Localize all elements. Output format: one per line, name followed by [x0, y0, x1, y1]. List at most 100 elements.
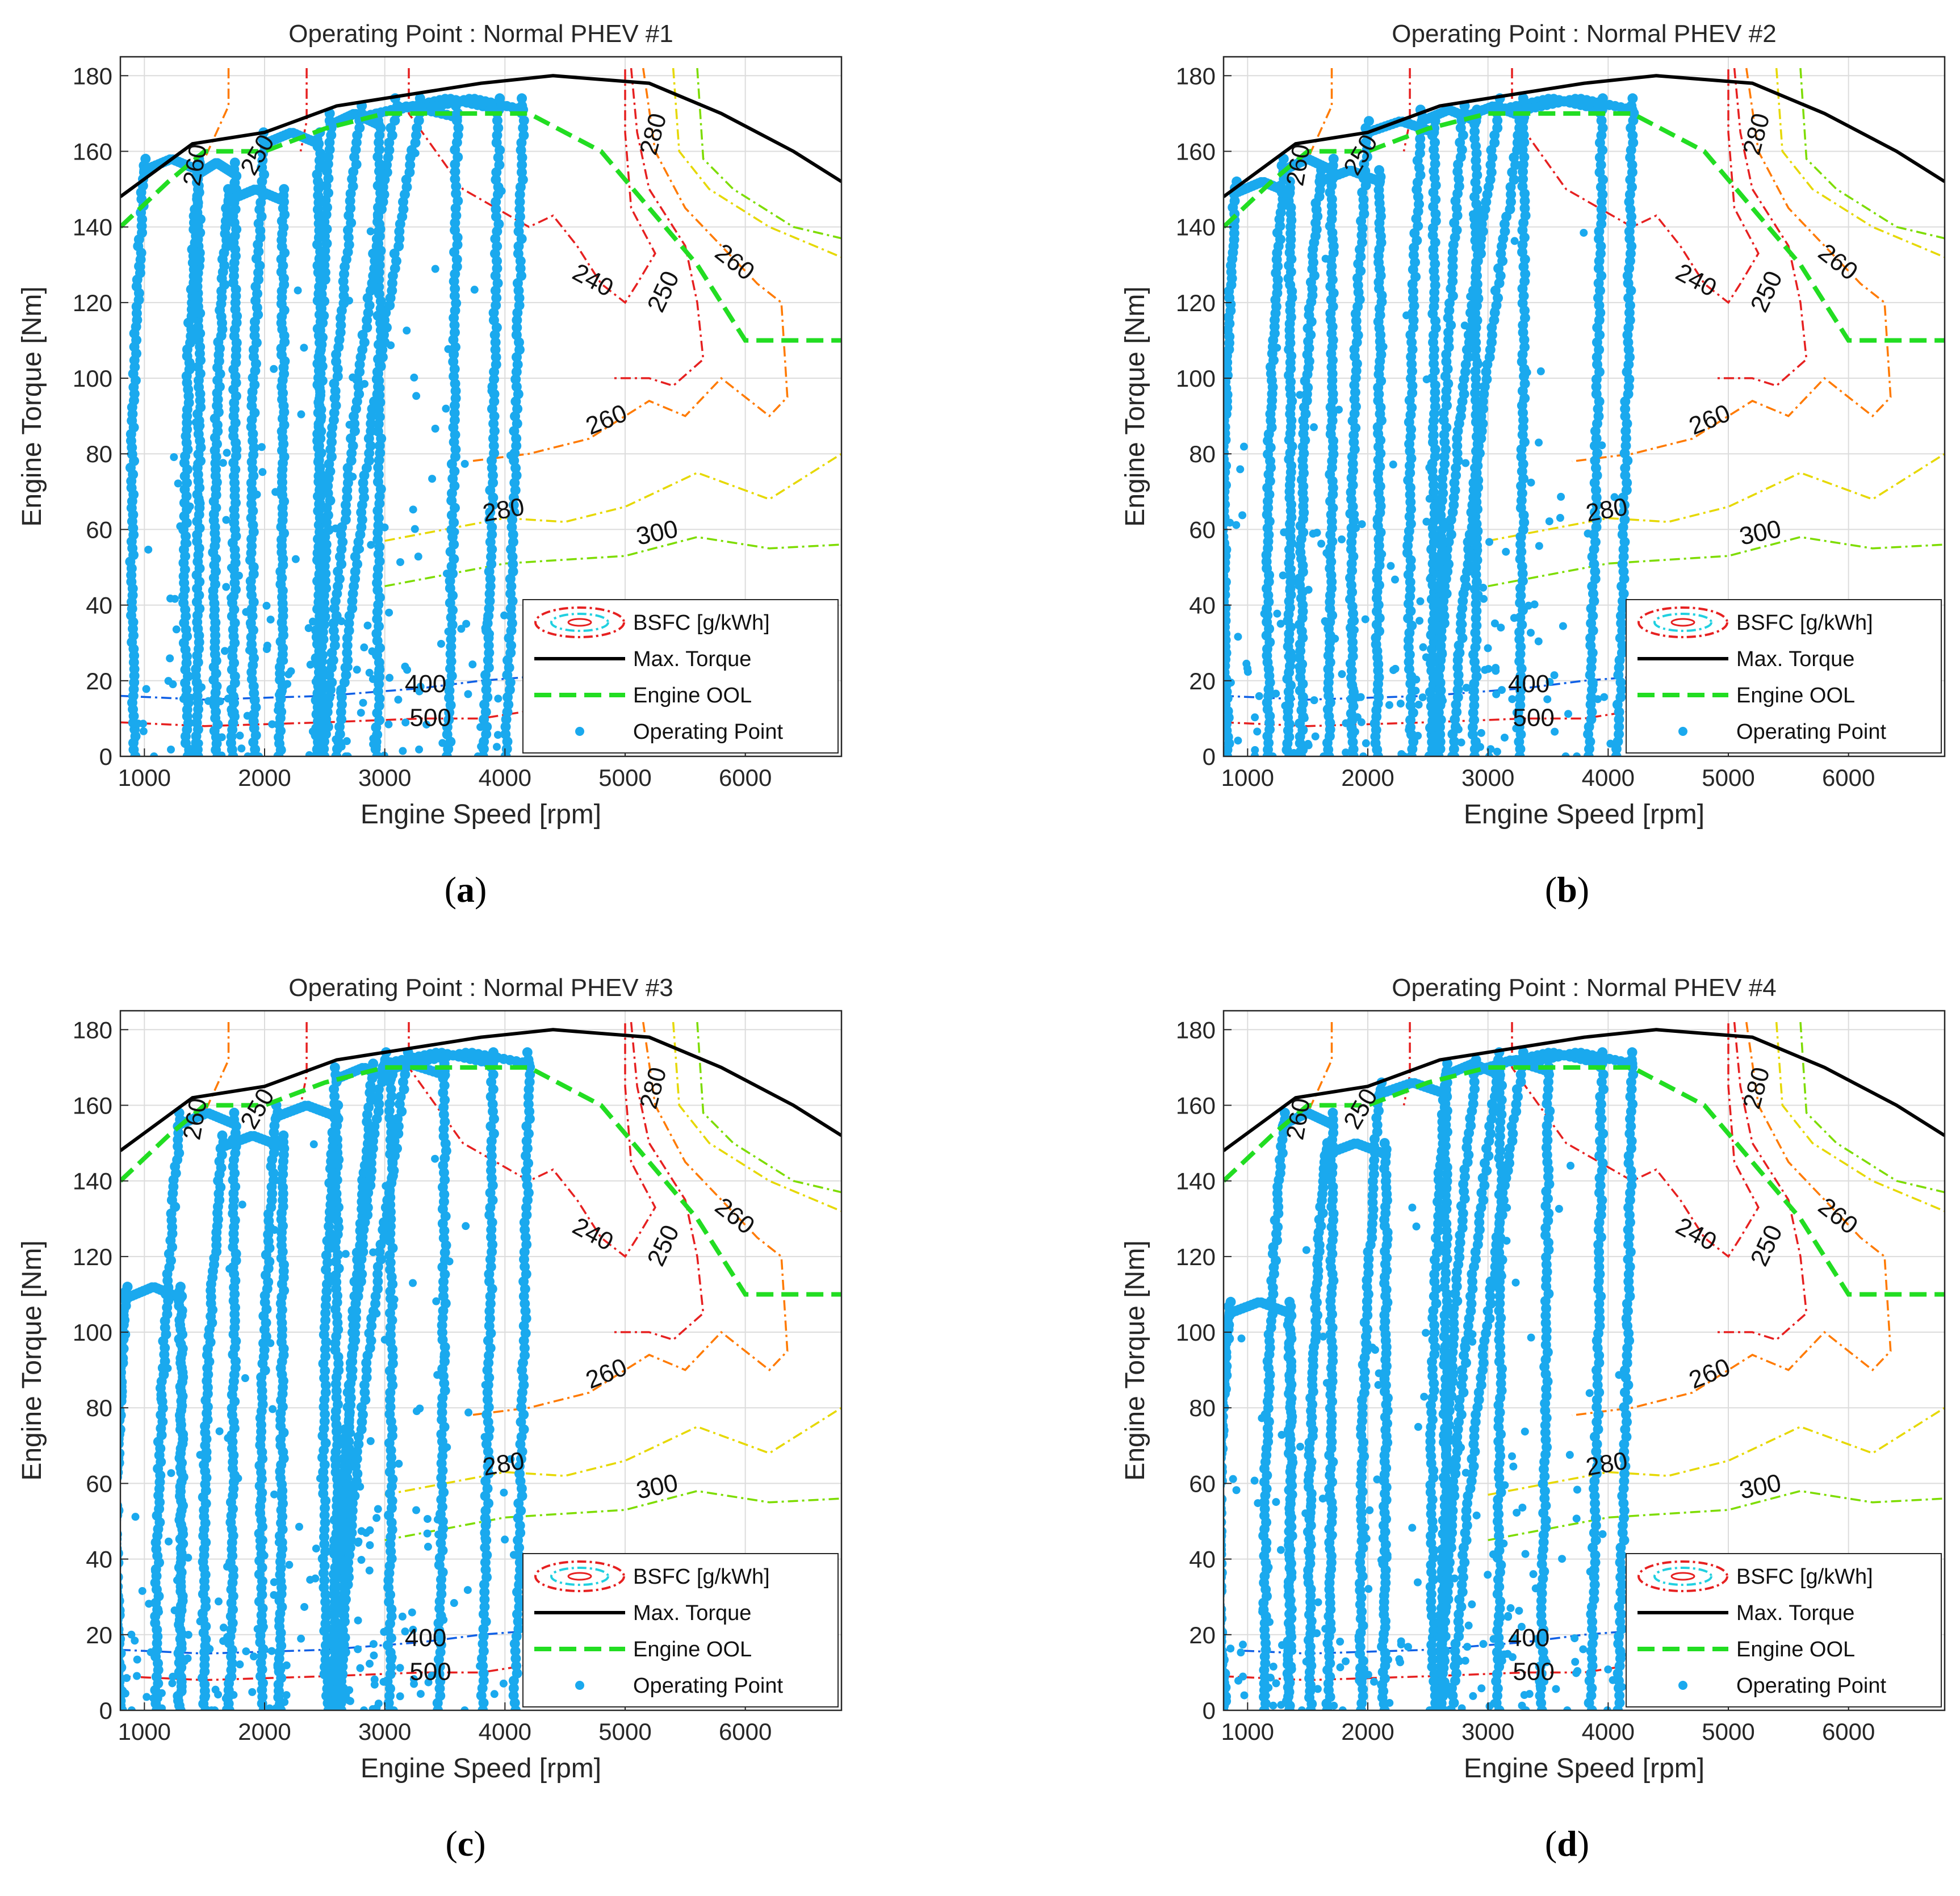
- operating-point: [442, 405, 450, 413]
- operating-point: [1502, 548, 1510, 556]
- operating-point: [300, 344, 308, 351]
- operating-point: [110, 1496, 120, 1506]
- operating-point: [1238, 511, 1246, 519]
- operating-point: [1480, 595, 1488, 603]
- operating-point: [1253, 727, 1261, 735]
- operating-point: [370, 1640, 378, 1648]
- operating-point: [1405, 726, 1413, 734]
- operating-point: [1527, 479, 1535, 487]
- operating-point: [374, 120, 384, 130]
- operating-point: [1378, 550, 1386, 558]
- x-tick-label: 3000: [358, 764, 411, 791]
- operating-point: [184, 1554, 192, 1562]
- operating-point: [198, 683, 206, 691]
- operating-point: [498, 187, 506, 195]
- operating-point: [1236, 465, 1244, 473]
- operating-point: [223, 1563, 231, 1571]
- operating-point: [1546, 517, 1553, 525]
- operating-point: [223, 184, 233, 194]
- contour-label: 500: [409, 704, 451, 732]
- operating-point: [270, 1491, 278, 1499]
- operating-point: [1387, 562, 1394, 570]
- operating-point: [1551, 671, 1559, 679]
- operating-point: [508, 452, 516, 460]
- operating-point: [227, 594, 234, 602]
- operating-point: [216, 1428, 224, 1435]
- operating-point: [216, 697, 224, 705]
- operating-point: [1284, 652, 1292, 660]
- operating-point: [461, 460, 469, 468]
- operating-point: [110, 1525, 120, 1535]
- operating-point: [410, 374, 418, 382]
- operating-point: [219, 459, 227, 467]
- operating-point: [225, 1674, 233, 1682]
- operating-point: [279, 184, 289, 194]
- operating-point: [222, 583, 230, 591]
- operating-point: [1397, 700, 1405, 708]
- operating-point: [175, 1646, 183, 1654]
- legend-point-swatch: [575, 727, 584, 736]
- operating-point: [366, 1541, 374, 1549]
- operating-point: [258, 468, 266, 476]
- operating-point: [1338, 535, 1346, 543]
- operating-point: [270, 1578, 278, 1586]
- operating-point: [140, 154, 150, 164]
- operating-point: [312, 1545, 320, 1552]
- operating-point: [260, 1623, 268, 1631]
- x-axis-label: Engine Speed [rpm]: [361, 800, 601, 830]
- operating-point: [127, 1631, 135, 1639]
- x-tick-label: 3000: [1461, 764, 1514, 791]
- operating-point: [1484, 644, 1492, 652]
- operating-point: [193, 459, 201, 467]
- operating-point: [411, 525, 419, 533]
- operating-point: [139, 720, 147, 728]
- operating-point: [250, 1652, 258, 1660]
- operating-point: [396, 1692, 404, 1700]
- operating-point: [279, 541, 287, 549]
- operating-point: [1412, 676, 1420, 684]
- operating-point: [437, 640, 445, 648]
- operating-point: [143, 1693, 150, 1701]
- operating-point: [438, 739, 446, 747]
- legend-label: Max. Torque: [633, 647, 751, 671]
- operating-point: [1419, 693, 1427, 701]
- operating-point: [1305, 742, 1313, 750]
- operating-point: [1590, 681, 1598, 689]
- operating-point: [443, 570, 451, 577]
- operating-point: [292, 555, 300, 563]
- operating-point: [381, 524, 389, 531]
- operating-point: [1277, 620, 1285, 628]
- operating-point: [468, 660, 476, 668]
- operating-point: [1426, 575, 1434, 583]
- operating-point: [214, 1690, 222, 1698]
- operating-point: [1479, 584, 1487, 592]
- operating-point: [1389, 461, 1397, 468]
- operating-point: [195, 739, 203, 747]
- operating-point: [202, 1692, 210, 1700]
- operating-point: [111, 1520, 121, 1530]
- x-tick-label: 5000: [598, 764, 651, 791]
- operating-point: [1362, 739, 1370, 747]
- operating-point: [234, 1474, 242, 1482]
- operating-point: [1557, 493, 1565, 501]
- operating-point: [283, 1691, 291, 1699]
- operating-point: [477, 743, 485, 751]
- operating-point: [131, 735, 139, 743]
- operating-point: [1498, 686, 1506, 694]
- legend-label: Operating Point: [633, 720, 783, 744]
- operating-point: [310, 1140, 318, 1148]
- operating-point: [445, 627, 453, 635]
- operating-point: [1273, 344, 1281, 351]
- operating-point: [403, 327, 411, 334]
- operating-point: [1284, 708, 1292, 715]
- operating-point: [1600, 693, 1608, 701]
- operating-point: [386, 674, 393, 682]
- operating-point: [432, 425, 439, 433]
- operating-point: [238, 1200, 246, 1208]
- operating-point: [309, 618, 317, 626]
- operating-point: [471, 286, 479, 294]
- y-tick-label: 180: [1176, 62, 1216, 89]
- x-tick-label: 2000: [238, 764, 291, 791]
- operating-point: [229, 697, 237, 705]
